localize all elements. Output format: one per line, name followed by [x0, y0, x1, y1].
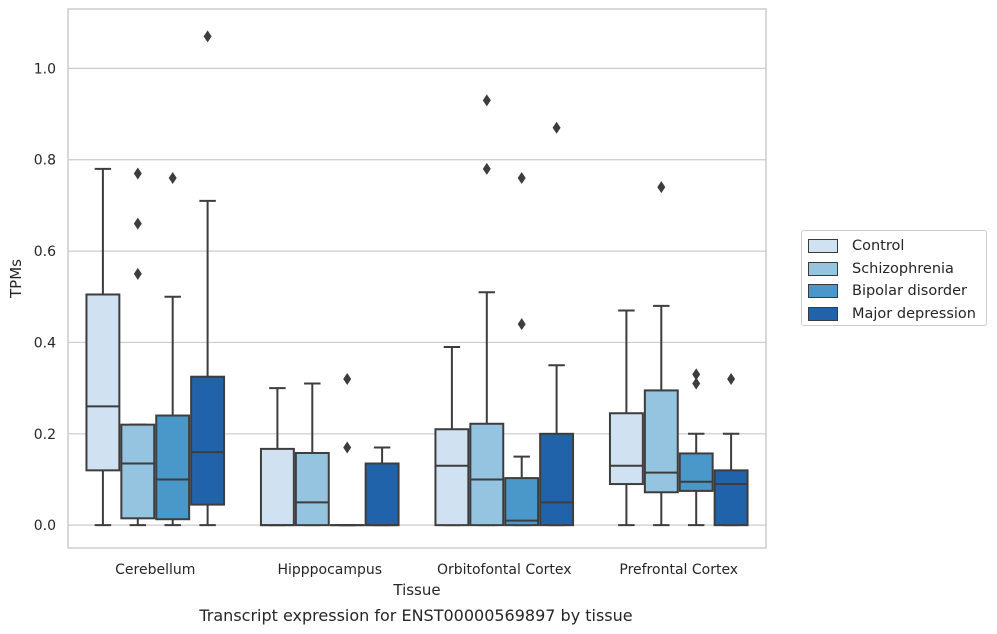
outlier-point — [133, 167, 142, 180]
outlier-point — [657, 181, 666, 194]
outlier-point — [727, 372, 736, 385]
outlier-point — [203, 30, 212, 43]
box-major-depression — [539, 432, 575, 527]
outlier-point — [343, 441, 352, 454]
chart-legend: Control Schizophrenia Bipolar disorder Majo… — [801, 230, 987, 326]
outlier-point — [482, 94, 491, 107]
box-control — [259, 447, 295, 527]
x-axis-title: Tissue — [392, 581, 440, 599]
outlier-point — [133, 267, 142, 280]
outlier-point — [482, 162, 491, 175]
y-tick-label: 0.6 — [34, 244, 56, 260]
box-control — [608, 412, 644, 486]
legend-label: Major depression — [852, 305, 976, 322]
outlier-point — [133, 217, 142, 230]
x-tick-label: Prefrontal Cortex — [619, 562, 738, 578]
box-bipolar-disorder — [678, 452, 714, 492]
y-tick-label: 1.0 — [34, 61, 56, 77]
box-schizophrenia — [120, 423, 156, 520]
box-control — [85, 293, 121, 472]
legend-item: Major depression — [808, 303, 986, 326]
outlier-point — [517, 172, 526, 185]
box-major-depression — [364, 462, 400, 527]
y-axis-title: TPMs — [7, 259, 25, 299]
legend-item: Schizophrenia — [808, 258, 986, 281]
legend-swatch — [808, 284, 838, 299]
legend-swatch — [808, 239, 838, 254]
x-tick-label: Cerebellum — [115, 562, 195, 578]
box-control — [434, 428, 470, 527]
y-tick-label: 0.4 — [34, 335, 56, 351]
box-bipolar-disorder — [155, 414, 191, 521]
outlier-point — [168, 172, 177, 185]
outlier-point — [517, 318, 526, 331]
box-major-depression — [190, 375, 226, 506]
x-tick-label: Orbitofontal Cortex — [437, 562, 572, 578]
y-tick-label: 0.2 — [34, 427, 56, 443]
outlier-point — [552, 121, 561, 134]
box-major-depression — [713, 469, 749, 527]
box-bipolar-disorder — [504, 477, 540, 527]
y-tick-label: 0.0 — [34, 518, 56, 534]
legend-label: Bipolar disorder — [852, 283, 967, 300]
x-tick-label: Hipppocampus — [277, 562, 382, 578]
legend-swatch — [808, 306, 838, 321]
plot-frame — [67, 8, 767, 549]
box-schizophrenia — [294, 451, 330, 527]
chart-caption: Transcript expression for ENST0000056989… — [199, 606, 633, 625]
box-schizophrenia — [643, 389, 679, 494]
box-schizophrenia — [469, 422, 505, 527]
legend-label: Control — [852, 238, 905, 255]
y-tick-label: 0.8 — [34, 153, 56, 169]
outlier-point — [692, 377, 701, 390]
legend-label: Schizophrenia — [852, 260, 954, 277]
legend-item: Bipolar disorder — [808, 280, 986, 303]
outlier-point — [692, 368, 701, 381]
legend-swatch — [808, 261, 838, 276]
legend-item: Control — [808, 235, 986, 258]
outlier-point — [343, 372, 352, 385]
